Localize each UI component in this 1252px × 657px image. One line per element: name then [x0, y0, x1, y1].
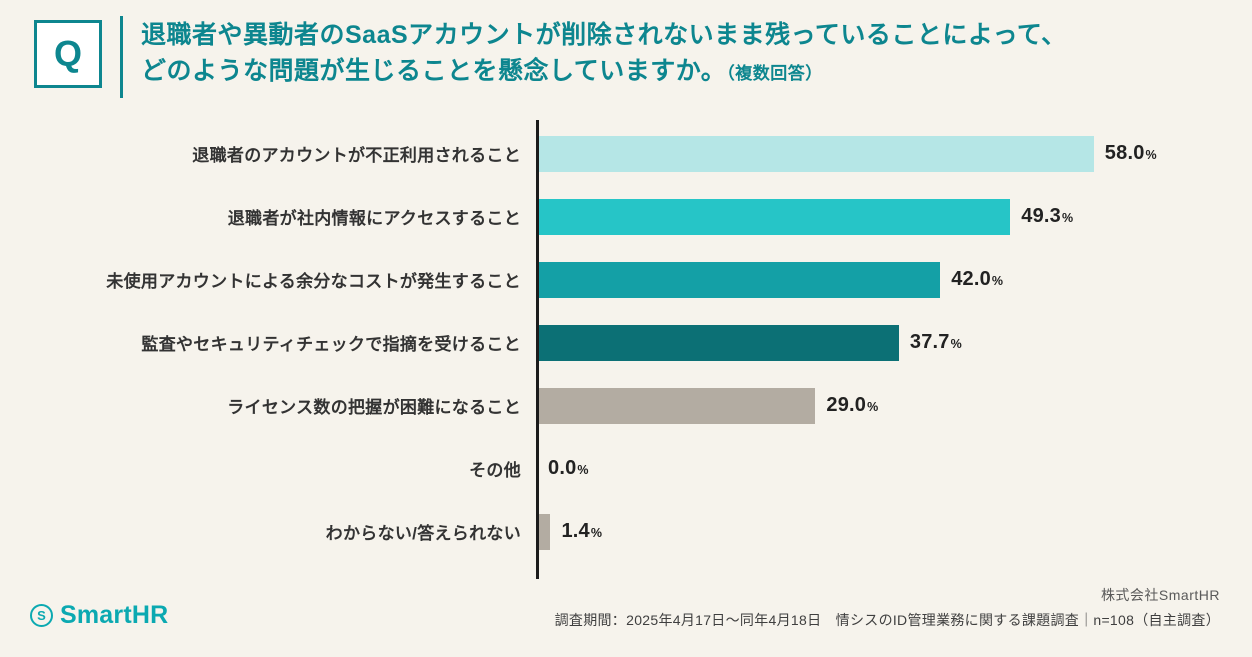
- bar-value-number: 37.7: [909, 331, 950, 353]
- bar-value-unit: %: [1145, 148, 1157, 162]
- bar: [537, 513, 551, 550]
- chart-rows: 退職者のアカウントが不正利用されること 58.0% 退職者が社内情報にアクセスするこ…: [16, 122, 1222, 563]
- chart-row: 監査やセキュリティチェックで指摘を受けること 37.7%: [16, 311, 1222, 374]
- bar-value: 0.0%: [548, 457, 589, 480]
- chart-row: 退職者が社内情報にアクセスすること 49.3%: [16, 185, 1222, 248]
- bar-value: 1.4%: [561, 520, 602, 543]
- bar-plot-area: 0.0%: [537, 451, 1222, 487]
- smarthr-logo-text: SmartHR: [60, 601, 169, 629]
- bar-plot-area: 58.0%: [537, 135, 1222, 172]
- bar-value-unit: %: [590, 526, 602, 540]
- bar: [537, 198, 1011, 235]
- bar-plot-area: 49.3%: [537, 198, 1222, 235]
- bar-value-unit: %: [577, 463, 589, 477]
- bar-label: 退職者のアカウントが不正利用されること: [192, 146, 521, 165]
- bar: [537, 324, 899, 361]
- bar: [537, 261, 941, 298]
- bar-value: 42.0%: [951, 268, 1003, 291]
- bar-value-unit: %: [867, 400, 879, 414]
- bar-value-number: 49.3: [1021, 205, 1061, 227]
- bar-plot-area: 29.0%: [537, 387, 1222, 424]
- bar-value-number: 0.0: [548, 457, 577, 479]
- header-divider: [120, 16, 123, 98]
- footer: S SmartHR 株式会社SmartHR 調査期間：2025年4月17日〜同年…: [30, 585, 1220, 630]
- bar-label: 退職者が社内情報にアクセスすること: [227, 209, 521, 228]
- chart-row: ライセンス数の把握が困難になること 29.0%: [16, 374, 1222, 437]
- bar-value: 37.7%: [910, 331, 962, 354]
- bar-chart: 退職者のアカウントが不正利用されること 58.0% 退職者が社内情報にアクセスするこ…: [16, 120, 1222, 579]
- bar-label: 未使用アカウントによる余分なコストが発生すること: [106, 272, 521, 291]
- bar-label: ライセンス数の把握が困難になること: [227, 398, 521, 417]
- bar-value-number: 29.0: [826, 394, 867, 416]
- question-badge-label: Q: [53, 33, 82, 74]
- chart-row: 退職者のアカウントが不正利用されること 58.0%: [16, 122, 1222, 185]
- bar-plot-area: 1.4%: [537, 513, 1222, 550]
- chart-row: その他 0.0%: [16, 437, 1222, 500]
- bar-label: その他: [469, 461, 521, 480]
- bar-value: 49.3%: [1021, 205, 1073, 228]
- chart-title-line2: どのような問題が生じることを懸念していますか。（複数回答）: [141, 56, 823, 85]
- credits: 株式会社SmartHR 調査期間：2025年4月17日〜同年4月18日 情シスの…: [555, 585, 1220, 630]
- bar-value: 58.0%: [1105, 142, 1157, 165]
- smarthr-logo: S SmartHR: [30, 601, 168, 630]
- chart-title: 退職者や異動者のSaaSアカウントが削除されないまま残っていることによって、 ど…: [141, 16, 1067, 89]
- bar-label: わからない/答えられない: [325, 524, 521, 543]
- question-badge: Q: [34, 20, 102, 88]
- bar-plot-area: 42.0%: [537, 261, 1222, 298]
- question-header: Q 退職者や異動者のSaaSアカウントが削除されないまま残っていることによって、…: [0, 0, 1252, 98]
- credit-survey-note: 調査期間：2025年4月17日〜同年4月18日 情シスのID管理業務に関する課題…: [554, 612, 1220, 628]
- bar-value-number: 58.0: [1104, 142, 1145, 164]
- bar-plot-area: 37.7%: [537, 324, 1222, 361]
- chart-row: 未使用アカウントによる余分なコストが発生すること 42.0%: [16, 248, 1222, 311]
- bar-value-unit: %: [1062, 211, 1074, 225]
- bar-label: 監査やセキュリティチェックで指摘を受けること: [141, 335, 521, 354]
- bar: [537, 135, 1094, 172]
- credit-company: 株式会社SmartHR: [1100, 587, 1220, 603]
- bar-value: 29.0%: [826, 394, 878, 417]
- chart-title-note: （複数回答）: [726, 63, 823, 83]
- bar-value-number: 42.0: [951, 268, 991, 290]
- chart-title-line1: 退職者や異動者のSaaSアカウントが削除されないまま残っていることによって、: [141, 21, 1067, 49]
- bar: [537, 387, 816, 424]
- smarthr-logo-icon: S: [30, 604, 53, 627]
- bar-value-number: 1.4: [561, 520, 590, 542]
- chart-row: わからない/答えられない 1.4%: [16, 500, 1222, 563]
- bar-value-unit: %: [950, 337, 962, 351]
- axis-line: [536, 120, 539, 579]
- bar-value-unit: %: [991, 274, 1004, 288]
